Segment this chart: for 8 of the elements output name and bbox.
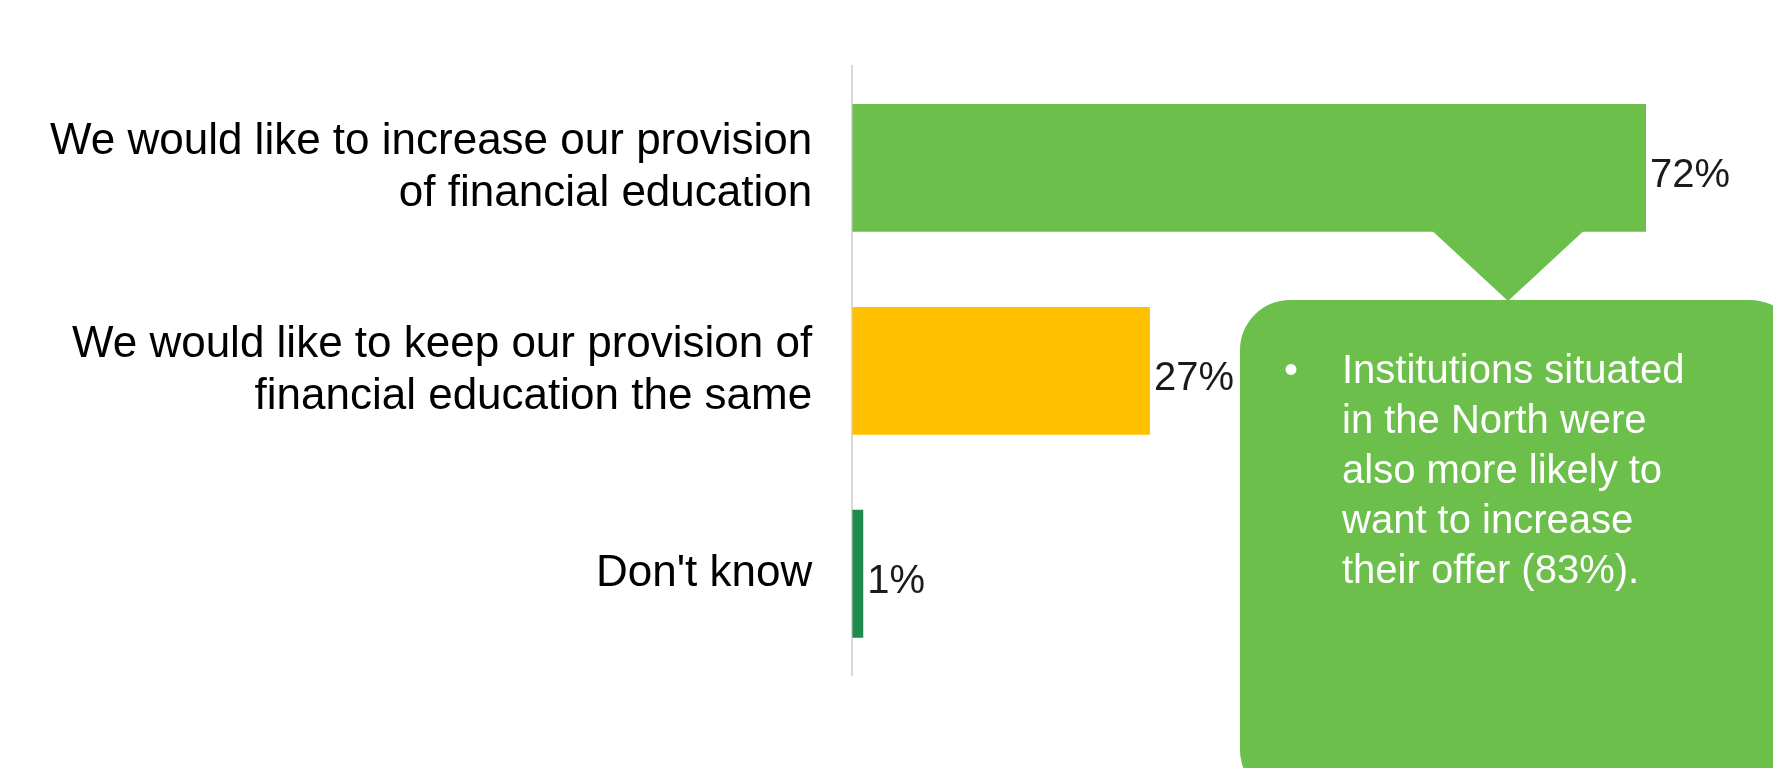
y-tick-label: Don't know (595, 545, 813, 595)
data-label: 27% (1153, 353, 1234, 398)
data-label: 1% (867, 556, 926, 601)
callout-box: • Institutions situated in the North were also more likely to want to increase their offer (83%). (1240, 300, 1773, 768)
annotation: • Institutions situated in the North were also more likely to want to increase their offer (83%). (1284, 346, 1686, 593)
y-tick-label: We would like to increase our provision of financial education (49, 113, 813, 216)
y-tick-label: We would like to keep our provision of financial education the same (71, 316, 813, 419)
data-label: 72% (1650, 150, 1731, 195)
